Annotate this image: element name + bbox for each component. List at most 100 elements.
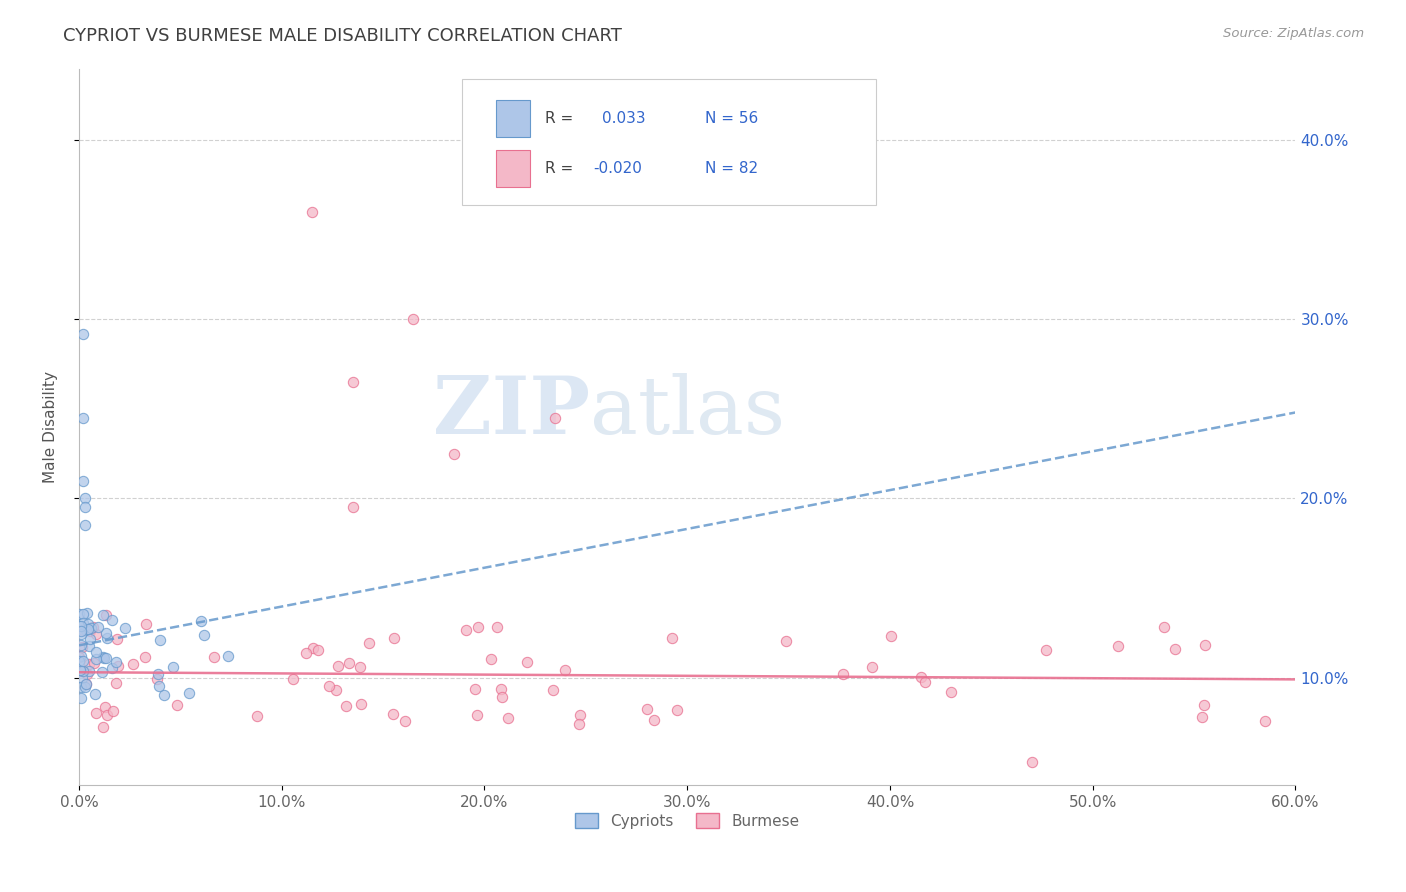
Point xyxy=(84,687,107,701)
Point xyxy=(568,717,591,731)
Point xyxy=(318,679,340,693)
Text: N = 56: N = 56 xyxy=(706,112,759,126)
Point xyxy=(73,500,96,515)
Point xyxy=(382,631,405,645)
Point xyxy=(70,639,93,653)
Point xyxy=(359,636,381,650)
Point xyxy=(121,657,143,672)
Point xyxy=(91,607,114,622)
Point xyxy=(666,703,689,717)
Point xyxy=(72,665,94,679)
Point xyxy=(454,623,477,637)
Point xyxy=(302,641,325,656)
Point xyxy=(75,623,97,637)
Point xyxy=(1194,638,1216,652)
Point xyxy=(86,645,108,659)
Point xyxy=(79,624,101,638)
Point xyxy=(75,680,97,694)
Point xyxy=(93,650,115,665)
Point xyxy=(568,708,591,723)
Point xyxy=(775,633,797,648)
Point xyxy=(326,659,349,673)
Text: ZIP: ZIP xyxy=(433,374,591,451)
Point xyxy=(101,613,124,627)
Point xyxy=(443,447,465,461)
Point xyxy=(70,691,93,706)
Point xyxy=(82,620,104,634)
Point xyxy=(84,652,107,666)
Point xyxy=(77,665,100,679)
Point xyxy=(381,707,404,722)
Point xyxy=(880,629,903,643)
Point xyxy=(148,679,170,693)
Point xyxy=(114,621,136,635)
Point xyxy=(67,650,90,665)
Point xyxy=(301,204,323,219)
Point xyxy=(498,711,520,725)
Point xyxy=(76,606,98,620)
Point xyxy=(83,656,105,670)
Point xyxy=(91,649,114,664)
Point xyxy=(246,708,269,723)
Point xyxy=(350,697,373,711)
Point xyxy=(96,631,118,645)
Text: atlas: atlas xyxy=(591,374,785,451)
Point xyxy=(149,633,172,648)
Point xyxy=(910,669,932,683)
Point xyxy=(72,326,94,341)
Point xyxy=(105,632,128,647)
Point xyxy=(70,618,93,632)
Point xyxy=(107,658,129,673)
Point xyxy=(1153,620,1175,634)
Point xyxy=(101,661,124,675)
Point xyxy=(73,518,96,533)
Point xyxy=(467,620,489,634)
Point xyxy=(72,607,94,622)
Point xyxy=(72,655,94,669)
Point xyxy=(464,682,486,697)
Y-axis label: Male Disability: Male Disability xyxy=(44,371,58,483)
Point xyxy=(73,491,96,506)
Point xyxy=(190,614,212,628)
Point xyxy=(465,707,488,722)
Point xyxy=(70,648,93,663)
Point xyxy=(1035,643,1057,657)
Point xyxy=(217,649,239,664)
Point xyxy=(860,660,883,674)
Point xyxy=(67,654,90,668)
Point xyxy=(70,671,93,685)
Text: -0.020: -0.020 xyxy=(593,161,643,177)
Point xyxy=(76,667,98,681)
Point xyxy=(202,650,225,665)
Point xyxy=(72,410,94,425)
Point xyxy=(80,621,103,635)
Point xyxy=(70,627,93,641)
Point xyxy=(541,682,564,697)
Point xyxy=(166,698,188,713)
Point xyxy=(491,681,513,696)
Point xyxy=(294,646,316,660)
Point xyxy=(342,500,364,515)
Text: N = 82: N = 82 xyxy=(706,161,759,177)
Point xyxy=(193,628,215,642)
Point xyxy=(643,713,665,727)
Point xyxy=(67,607,90,621)
Point xyxy=(307,643,329,657)
Point xyxy=(1191,710,1213,724)
Point xyxy=(72,624,94,638)
Point xyxy=(485,620,508,634)
Text: CYPRIOT VS BURMESE MALE DISABILITY CORRELATION CHART: CYPRIOT VS BURMESE MALE DISABILITY CORRE… xyxy=(63,27,621,45)
Point xyxy=(69,663,91,677)
Point xyxy=(103,704,125,718)
Point xyxy=(636,701,658,715)
Point xyxy=(832,667,855,681)
Text: 0.033: 0.033 xyxy=(602,112,645,126)
Text: R =: R = xyxy=(546,161,578,177)
Point xyxy=(281,673,304,687)
Point xyxy=(661,632,683,646)
Bar xyxy=(496,100,530,137)
Point xyxy=(75,677,97,691)
Point xyxy=(96,708,118,723)
Point xyxy=(939,685,962,699)
Text: R =: R = xyxy=(546,112,578,126)
